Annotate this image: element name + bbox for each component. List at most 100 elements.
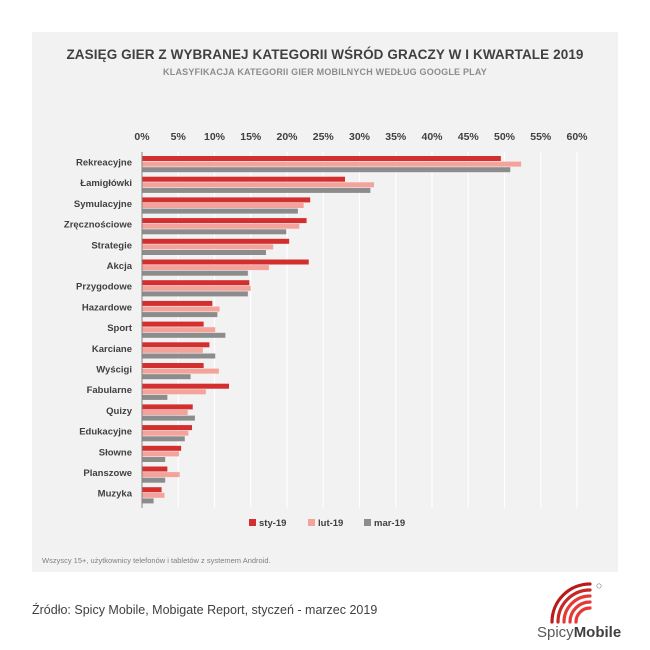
bar [142,472,180,478]
bar [142,203,304,208]
category-label: Planszowe [83,468,132,479]
legend-swatch [364,519,371,526]
bars [142,156,522,504]
bar [142,466,168,472]
bar [142,259,309,265]
category-label: Edukacyjne [79,427,132,438]
spicy-mobile-logo-icon [550,582,602,624]
category-label: Muzyka [98,489,133,500]
category-label: Łamigłówki [80,178,132,189]
bar [142,197,311,203]
category-label: Rekreacyjne [76,158,132,169]
bar [142,167,511,173]
bar [142,451,179,457]
bar [142,347,203,353]
category-label: Symulacyjne [74,199,132,210]
bar [142,285,251,291]
legend-swatch [308,519,315,526]
bar [142,265,269,271]
chart-panel [32,32,618,572]
x-tick-label: 10% [204,131,226,143]
x-tick-label: 45% [458,131,480,143]
bar [142,182,374,188]
x-tick-label: 20% [276,131,298,143]
bar [142,218,307,224]
category-label: Słowne [99,447,132,458]
legend-label: sty-19 [259,518,286,529]
category-label: Sport [107,323,133,334]
x-tick-label: 60% [566,131,588,143]
bar [142,368,219,374]
bar [142,280,250,286]
bar [142,425,193,431]
bar [142,436,185,442]
bar [142,321,204,327]
bar [142,457,166,462]
category-label: Strategie [91,240,132,251]
bar [142,327,216,333]
category-label: Fabularne [87,385,132,396]
bar [142,332,226,338]
bar [142,223,300,229]
category-label: Karciane [92,344,132,355]
bar [142,383,229,389]
logo-wordmark: SpicyMobile [537,624,621,641]
category-label: Przygodowe [76,282,132,293]
bar [142,300,213,306]
x-tick-label: 0% [134,131,150,143]
category-label: Hazardowe [82,302,132,313]
legend: sty-19 lut-19 mar-19 [249,518,405,529]
source-text: Źródło: Spicy Mobile, Mobigate Report, s… [32,603,378,617]
bar [142,161,522,167]
bar [142,389,206,395]
bar [142,176,345,182]
bar [142,363,204,368]
chart-subtitle: KLASYFIKACJA KATEGORII GIER MOBILNYCH WE… [163,67,487,77]
bar [142,156,501,161]
bar [142,353,216,359]
chart-title: ZASIĘG GIER Z WYBRANEJ KATEGORII WŚRÓD G… [66,47,584,62]
x-tick-label: 50% [494,131,516,143]
bar [142,404,193,410]
bar [142,208,298,214]
category-label: Quizy [106,406,133,417]
bar [142,394,168,400]
legend-label: mar-19 [374,518,405,529]
bar [142,312,218,318]
x-tick-label: 55% [530,131,552,143]
x-tick-label: 5% [171,131,187,143]
x-axis-ticks: 0% 5% 10% 15% 20% 25% 30% 35% 40% 45% 50% 55% 60% [134,131,588,143]
bar [142,498,154,504]
bar [142,270,248,276]
bar [142,306,220,312]
logo-part-spicy: Spicy [537,624,574,641]
bar [142,430,189,436]
bar [142,187,371,193]
bar [142,445,182,451]
legend-swatch [249,519,256,526]
footnote: Wszyscy 15+, użytkownicy telefonów i tab… [42,556,271,565]
bar [142,238,290,244]
x-tick-label: 30% [349,131,371,143]
category-label: Wyścigi [96,365,132,376]
x-tick-label: 40% [421,131,443,143]
category-label: Zręcznościowe [64,220,132,231]
bar [142,492,165,498]
legend-label: lut-19 [318,518,343,529]
logo-part-mobile: Mobile [573,624,622,641]
bar [142,415,195,421]
x-tick-label: 15% [240,131,262,143]
bar [142,410,188,415]
bar [142,342,210,348]
category-labels: Rekreacyjne Łamigłówki Symulacyjne Zręcznoś… [64,158,133,500]
bar [142,477,166,483]
category-label: Akcja [107,261,133,272]
bar [142,487,162,493]
x-tick-label: 25% [313,131,335,143]
bar [142,291,248,297]
bar [142,229,287,235]
bar [142,244,274,250]
x-tick-label: 35% [385,131,407,143]
bar [142,250,266,255]
